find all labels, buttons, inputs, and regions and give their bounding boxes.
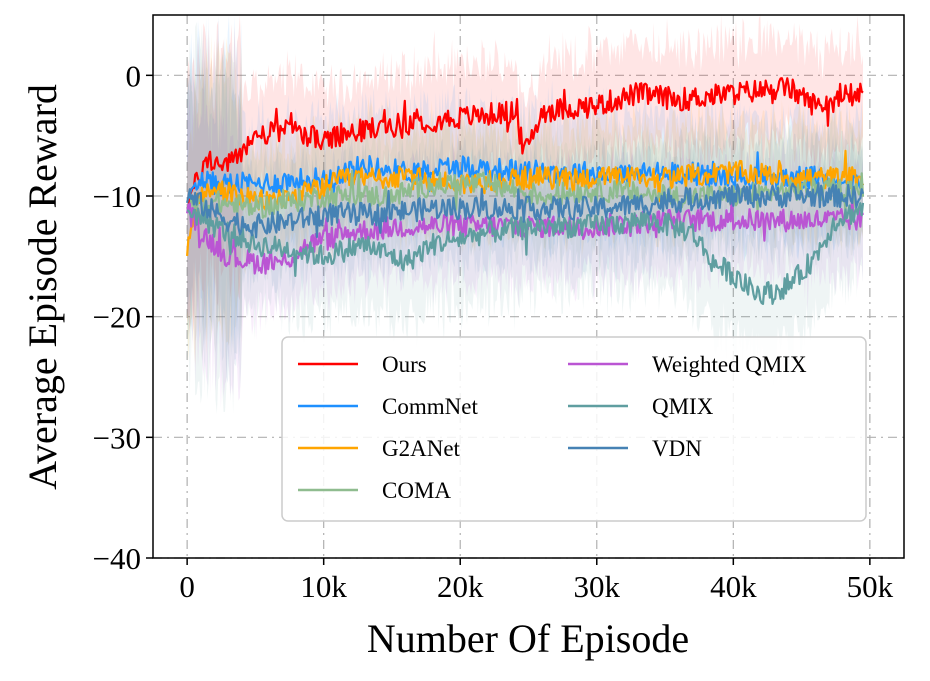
legend-label-g2anet: G2ANet: [382, 436, 461, 461]
legend-label-ours: Ours: [382, 352, 427, 377]
y-tick-label: 0: [126, 58, 142, 93]
legend-label-weighted-qmix: Weighted QMIX: [652, 352, 807, 377]
y-axis-label: Average Episode Reward: [20, 84, 65, 490]
x-tick-label: 20k: [437, 569, 484, 604]
legend-label-coma: COMA: [382, 478, 451, 503]
y-tick-label: −40: [93, 541, 141, 576]
line-chart: 0 10k 20k 30k 40k 50k 0 −10 −20 −30 −40 Number Of …: [0, 0, 930, 681]
legend-label-vdn: VDN: [652, 436, 702, 461]
x-tick-label: 10k: [300, 569, 347, 604]
x-tick-label: 40k: [710, 569, 757, 604]
y-tick-label: −10: [93, 179, 141, 214]
x-tick-label: 50k: [847, 569, 894, 604]
y-tick-label: −30: [93, 420, 141, 455]
legend-label-commnet: CommNet: [382, 394, 478, 419]
x-tick-label: 30k: [574, 569, 621, 604]
x-tick-label: 0: [179, 569, 195, 604]
y-tick-label: −20: [93, 300, 141, 335]
legend: Ours CommNet G2ANet COMA Weighted QMIX QMIX VD…: [282, 337, 866, 521]
legend-label-qmix: QMIX: [652, 394, 714, 419]
x-axis-label: Number Of Episode: [367, 616, 689, 661]
